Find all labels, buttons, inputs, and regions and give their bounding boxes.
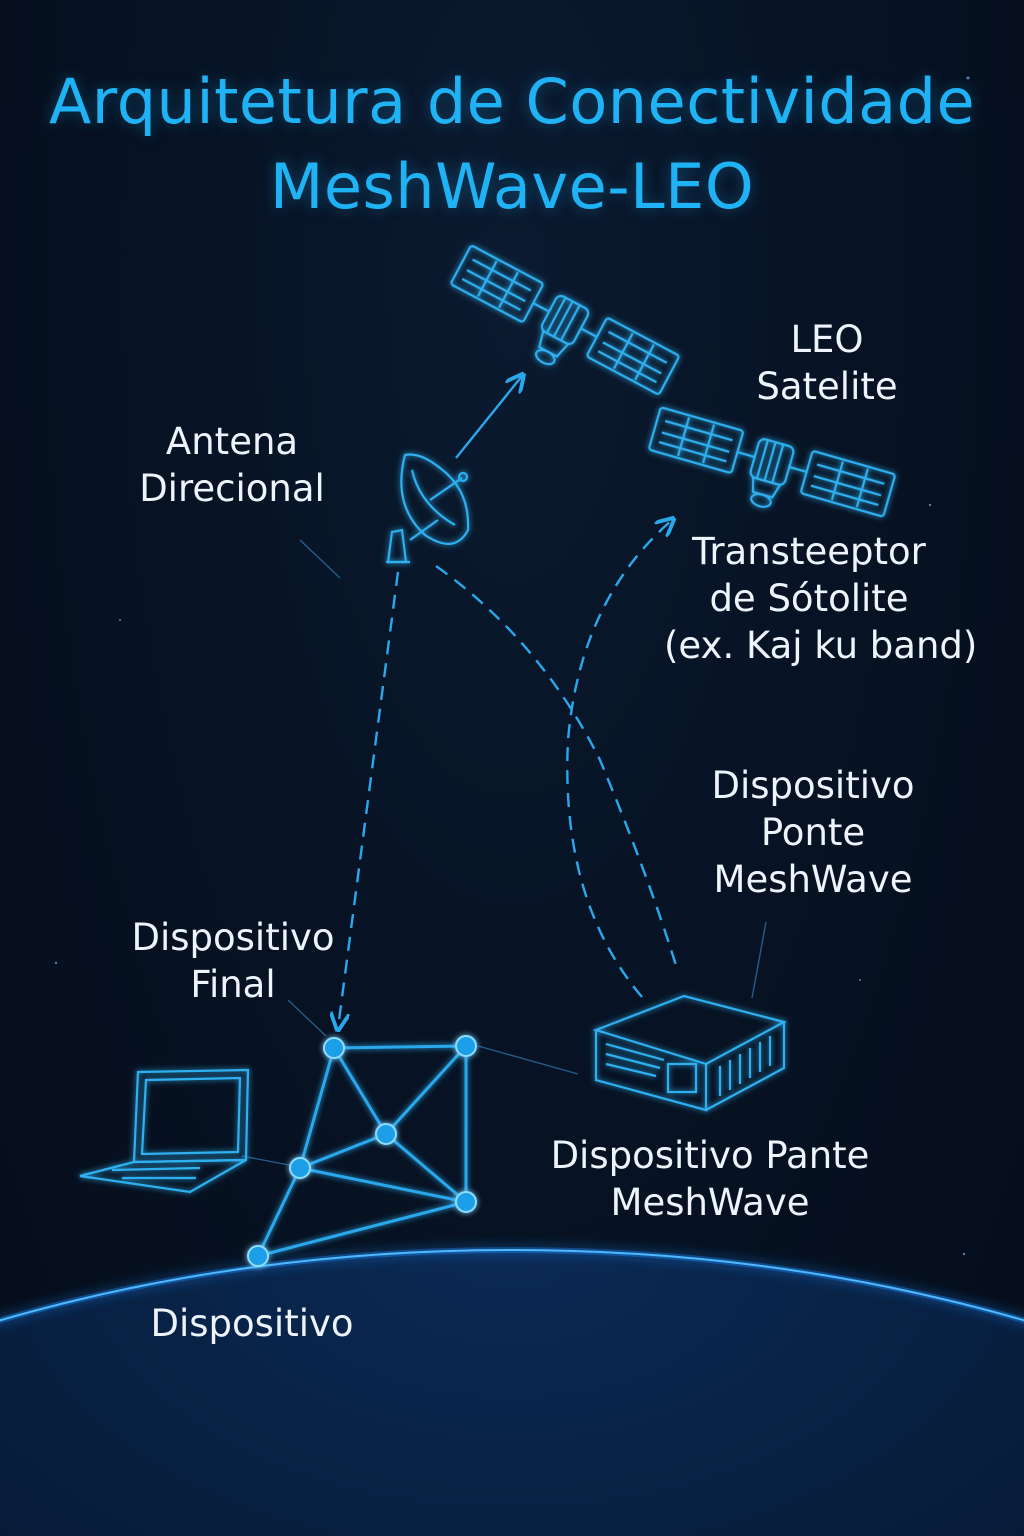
label-device: Dispositivo: [150, 1302, 354, 1345]
router-box-icon: [592, 994, 787, 1112]
label-antenna: Antena Direcional: [139, 420, 325, 510]
mesh-node: [455, 1035, 477, 1057]
stars: [54, 76, 970, 1256]
mesh-nodes: [247, 1035, 477, 1267]
label-bridge-upper: Dispositivo Ponte MeshWave: [711, 764, 915, 901]
leader-lines: [241, 539, 767, 1167]
satellite-icon: [648, 406, 896, 518]
mesh-node: [455, 1191, 477, 1213]
diagram-subtitle: MeshWave-LEO: [269, 150, 755, 223]
mesh-node: [247, 1245, 269, 1267]
dish-antenna-icon: [386, 453, 470, 564]
mesh-node: [289, 1157, 311, 1179]
diagram-title: Arquitetura de Conectividade: [48, 65, 976, 138]
earth-horizon: [0, 1247, 1024, 1536]
label-leo-satellite: LEO Satelite: [756, 318, 898, 408]
mesh-node: [323, 1037, 345, 1059]
laptop-icon: [79, 1068, 250, 1194]
label-transceiver: Transteeptor de Sótolite (ex. Kaj ku ban…: [664, 530, 978, 667]
mesh-network-icon: [256, 1044, 468, 1258]
satellite-icon: [450, 245, 680, 395]
dashed-links: [338, 520, 680, 1028]
mesh-node: [375, 1123, 397, 1145]
uplink-arrow: [455, 376, 522, 459]
label-bridge-lower: Dispositivo Pante MeshWave: [550, 1134, 870, 1224]
label-end-device: Dispositivo Final: [131, 916, 335, 1006]
